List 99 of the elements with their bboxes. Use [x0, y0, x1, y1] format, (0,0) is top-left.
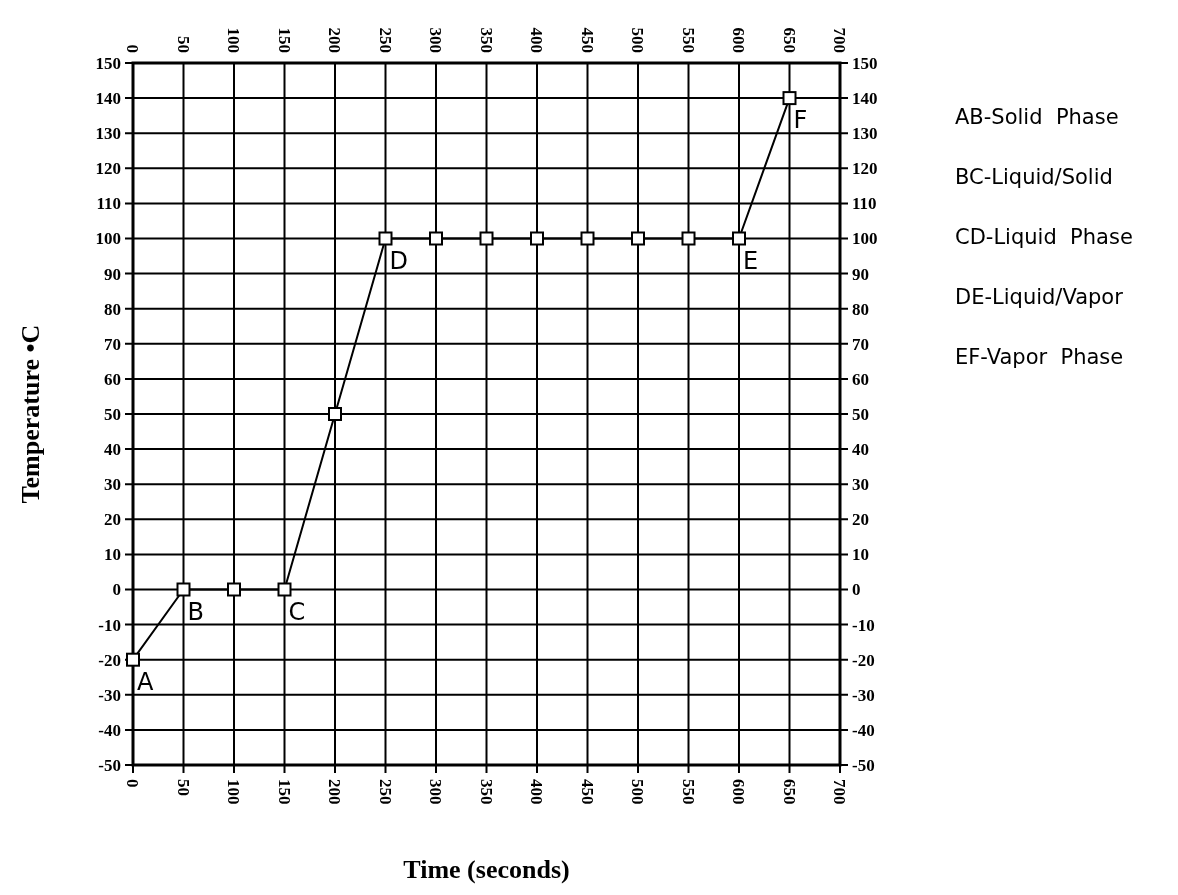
y-tick-label: -40	[98, 720, 121, 740]
point	[580, 231, 595, 246]
y-tick-label: 20	[104, 510, 121, 530]
y-tick-label: 130	[95, 124, 121, 144]
y-tick-label: -10	[98, 615, 121, 635]
y2-tick-label: 40	[852, 440, 869, 460]
x-tick-label: 250	[375, 27, 395, 53]
y2-tick-label: 50	[852, 404, 869, 424]
y2-tick-label: 60	[852, 369, 869, 389]
x2-tick-label: 600	[729, 779, 749, 805]
y2-tick-label: 0	[852, 580, 861, 600]
point	[479, 231, 494, 246]
x2-tick-label: 100	[224, 779, 244, 805]
x-tick-label: 550	[678, 27, 698, 53]
x-tick-label: 650	[779, 27, 799, 53]
y-tick-label: 30	[104, 475, 121, 495]
y2-tick-label: 140	[852, 89, 878, 109]
text: BC-Liquid/Solid	[955, 165, 1113, 190]
y-tick-label: 100	[95, 229, 121, 249]
x-tick-label: 200	[325, 27, 345, 53]
y-tick-label: 90	[104, 264, 121, 284]
y2-tick-label: -20	[852, 650, 875, 670]
x-tick-label: 300	[426, 27, 446, 53]
y2-tick-label: 20	[852, 510, 869, 530]
x2-tick-label: 450	[577, 779, 597, 805]
text: AB-Solid Phase	[955, 105, 1119, 130]
x-tick-label: 150	[274, 27, 294, 53]
x2-tick-label: 650	[779, 779, 799, 805]
y-tick-label: -20	[98, 650, 121, 670]
y-tick-label: 140	[95, 89, 121, 109]
y2-tick-label: -10	[852, 615, 875, 635]
y2-tick-label: -40	[852, 720, 875, 740]
annotation: D	[389, 246, 408, 275]
point	[530, 231, 544, 246]
y2-tick-label: 70	[852, 334, 869, 354]
x-tick-label: 350	[476, 27, 496, 53]
point	[277, 582, 292, 597]
x2-tick-label: 350	[476, 779, 496, 805]
x-tick-label: 50	[173, 36, 193, 53]
y-tick-label: -30	[98, 685, 121, 705]
y2-tick-label: -50	[852, 755, 875, 775]
y2-tick-label: 130	[852, 124, 878, 144]
point	[782, 91, 797, 106]
y2-tick-label: 150	[852, 53, 878, 73]
y-tick-label: 40	[104, 440, 121, 460]
x-tick-label: 100	[224, 27, 244, 53]
y2-tick-label: 120	[852, 159, 878, 179]
y-tick-label: 50	[104, 404, 121, 424]
x-tick-label: 600	[729, 27, 749, 53]
text: DE-Liquid/Vapor	[955, 285, 1124, 310]
x2-tick-label: 250	[375, 779, 395, 805]
y2-tick-label: 80	[852, 299, 869, 319]
text: EF-Vapor Phase	[955, 345, 1124, 370]
x2-tick-label: 0	[123, 779, 143, 788]
annotation: E	[743, 246, 759, 275]
x2-tick-label: 500	[628, 779, 648, 805]
y-tick-label: 0	[112, 580, 121, 600]
x-tick-label: 450	[577, 27, 597, 53]
y2-tick-label: 100	[852, 229, 878, 249]
point	[328, 407, 342, 421]
annotation: C	[288, 597, 306, 626]
annotation: F	[793, 106, 808, 135]
x-axis-title: Time (seconds)	[403, 855, 570, 884]
y-tick-label: 110	[96, 194, 121, 214]
annotation: A	[137, 667, 154, 696]
text: CD-Liquid Phase	[955, 225, 1133, 250]
y2-tick-label: -30	[852, 685, 875, 705]
point	[126, 652, 140, 667]
x-tick-label: 500	[628, 27, 648, 53]
y2-tick-label: 30	[852, 475, 869, 495]
y2-tick-label: 10	[852, 545, 869, 565]
y-axis-title: Temperature •C	[16, 324, 46, 504]
point	[681, 231, 696, 246]
x2-tick-label: 550	[678, 779, 698, 805]
point	[227, 582, 241, 597]
annotation: B	[187, 597, 204, 626]
point	[378, 231, 393, 246]
point	[732, 231, 746, 246]
y-tick-label: 150	[95, 53, 121, 73]
x2-tick-label: 200	[325, 779, 345, 805]
y-tick-label: 80	[104, 299, 121, 319]
y-tick-label: 60	[104, 369, 121, 389]
point	[631, 231, 645, 246]
x-tick-label: 0	[123, 44, 143, 53]
x2-tick-label: 150	[274, 779, 294, 805]
y-tick-label: -50	[98, 755, 121, 775]
x2-tick-label: 400	[527, 779, 547, 805]
y-tick-label: 10	[104, 545, 121, 565]
y-tick-label: 70	[104, 334, 121, 354]
y2-tick-label: 90	[852, 264, 869, 284]
y2-tick-label: 110	[852, 194, 877, 214]
x2-tick-label: 700	[830, 779, 850, 805]
x-tick-label: 700	[830, 27, 850, 53]
y-tick-label: 120	[95, 159, 121, 179]
x-tick-label: 400	[527, 27, 547, 53]
x2-tick-label: 300	[426, 779, 446, 805]
point	[176, 582, 191, 597]
point	[429, 231, 443, 246]
x2-tick-label: 50	[173, 779, 193, 796]
